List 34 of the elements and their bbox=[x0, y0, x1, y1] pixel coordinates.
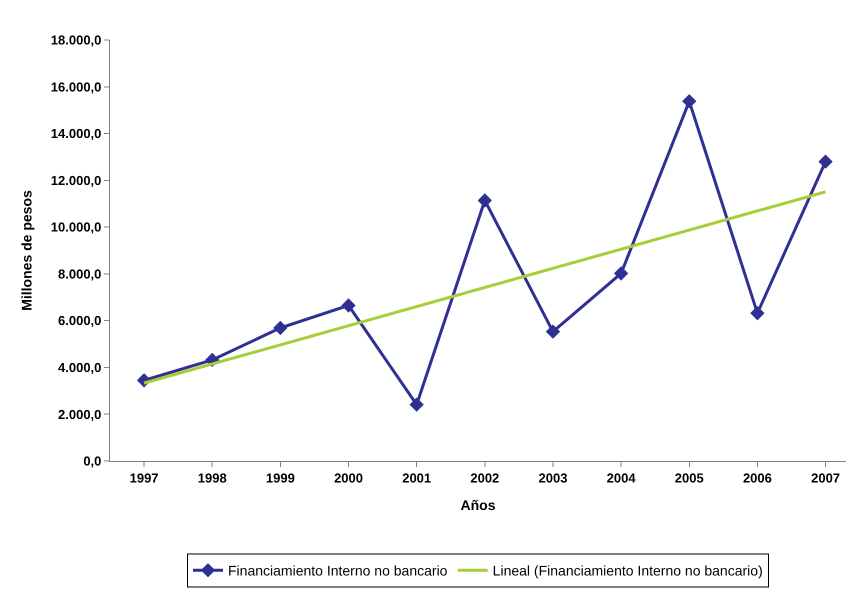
x-axis-title: Años bbox=[460, 496, 496, 513]
y-tick-label: 8.000,0 bbox=[58, 266, 102, 282]
y-tick-label: 10.000,0 bbox=[50, 220, 102, 235]
point bbox=[273, 320, 288, 336]
point bbox=[614, 266, 628, 281]
point bbox=[750, 306, 765, 320]
x-tick-label: 2001 bbox=[402, 470, 432, 486]
point bbox=[341, 298, 356, 313]
y-tick-label: 16.000,0 bbox=[50, 79, 102, 94]
point bbox=[682, 94, 696, 108]
point bbox=[818, 154, 833, 169]
y-tick-label: 0,0 bbox=[83, 454, 102, 469]
x-tick-label: 1997 bbox=[130, 470, 159, 486]
point bbox=[546, 324, 560, 339]
y-tick-label: 2.000,0 bbox=[58, 406, 102, 422]
legend-label: Financiamiento Interno no bancario bbox=[228, 562, 448, 579]
point bbox=[478, 193, 492, 208]
y-tick-label: 12.000,0 bbox=[50, 172, 102, 188]
y-tick-label: 18.000,0 bbox=[50, 32, 102, 48]
point bbox=[410, 397, 424, 412]
x-tick-label: 2002 bbox=[470, 470, 500, 486]
y-tick-label: 14.000,0 bbox=[50, 126, 102, 142]
y-axis-title: Millones de pesos bbox=[18, 190, 34, 311]
y-tick-label: 6.000,0 bbox=[58, 313, 102, 328]
x-tick-label: 1999 bbox=[266, 470, 295, 486]
x-tick-label: 2000 bbox=[334, 470, 363, 486]
x-tick-label: 2005 bbox=[674, 470, 704, 486]
y-tick-label: 4.000,0 bbox=[58, 360, 102, 375]
x-tick-label: 2003 bbox=[538, 470, 568, 486]
x-tick-label: 1998 bbox=[198, 470, 227, 486]
x-tick-label: 2007 bbox=[811, 470, 840, 486]
x-tick-label: 2006 bbox=[742, 470, 772, 486]
legend-label: Lineal (Financiamiento Interno no bancario) bbox=[492, 562, 763, 579]
x-tick-label: 2004 bbox=[606, 470, 636, 486]
